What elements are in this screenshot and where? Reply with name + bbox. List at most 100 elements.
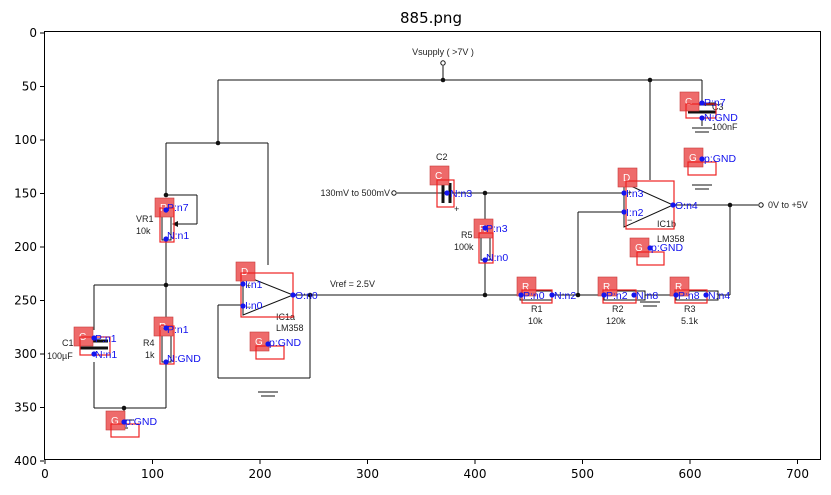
pin-label: O:n4 xyxy=(675,200,698,212)
r3-name: R3 xyxy=(684,304,696,314)
c2-annotation: C N:n3 xyxy=(429,165,472,208)
svg-text:+: + xyxy=(246,281,251,291)
svg-text:R: R xyxy=(522,282,529,293)
svg-text:R: R xyxy=(603,282,610,293)
pin-label: P:n0 xyxy=(523,290,545,302)
ic1b-part: LM358 xyxy=(657,234,685,244)
r2-value: 120k xyxy=(606,316,626,326)
ic1b-gnd-annotation: G p:GND xyxy=(629,237,684,266)
vr1-name: VR1 xyxy=(136,214,154,224)
x-tick-label: 200 xyxy=(249,467,272,481)
ground-symbol xyxy=(692,127,712,133)
x-tick-label: 600 xyxy=(679,467,702,481)
pin-label: N:n1 xyxy=(167,230,189,242)
pin-label: P:n8 xyxy=(678,290,700,302)
pin-label: P:n7 xyxy=(704,97,726,109)
opamp1-symbol: + − xyxy=(242,274,295,316)
c1-name: C1 xyxy=(62,338,74,348)
svg-text:R: R xyxy=(159,322,166,333)
r1-name: R1 xyxy=(531,304,543,314)
supply-label: Vsupply ( >7V ) xyxy=(412,47,474,57)
pin-label: I:n2 xyxy=(626,207,644,219)
svg-text:G: G xyxy=(689,153,697,164)
pin-label: p:GND xyxy=(704,153,737,165)
svg-text:−: − xyxy=(246,302,251,312)
y-tick-label: 150 xyxy=(14,187,37,201)
c3-name: C3 xyxy=(712,102,724,112)
pin-label: N:GND xyxy=(704,112,738,124)
vr1-annotation: R P:n7 N:n1 xyxy=(154,197,189,243)
output-label: 0V to +5V xyxy=(768,200,808,210)
ground-symbol xyxy=(640,301,660,307)
junction-dots xyxy=(121,77,733,411)
r1-annotation: R P:n0 N:n2 xyxy=(516,276,576,304)
ground-symbol xyxy=(692,184,712,190)
ic1a-gnd-annotation: G p:GND xyxy=(249,331,302,360)
figure-title: 885.png xyxy=(400,9,462,27)
output-terminal xyxy=(758,202,764,208)
r2-name: R2 xyxy=(612,304,624,314)
pin-label: P:n1 xyxy=(95,333,117,345)
pin-label: I:n3 xyxy=(626,188,644,200)
gnd-top-annotation: G p:GND xyxy=(683,147,737,176)
pin-label: P:n2 xyxy=(606,290,628,302)
gnd-bottom-annotation: G p:GND xyxy=(105,410,158,438)
r5-annotation: R P:n3 N:n0 xyxy=(473,218,508,264)
vr1-value: 10k xyxy=(136,226,151,236)
pin-label: N:n2 xyxy=(554,290,576,302)
svg-text:G: G xyxy=(255,337,263,348)
pin-label: N:n0 xyxy=(486,252,508,264)
x-tick-label: 100 xyxy=(141,467,164,481)
pin-label: P:n3 xyxy=(486,223,508,235)
y-tick-label: 200 xyxy=(14,240,37,254)
y-tick-label: 50 xyxy=(22,80,37,94)
input-label: 130mV to 500mV xyxy=(320,188,390,198)
x-tick-label: 300 xyxy=(356,467,379,481)
pin-label: P:n7 xyxy=(167,202,189,214)
r5-value: 100k xyxy=(454,242,474,252)
y-axis: 0 50 100 150 200 250 300 350 400 xyxy=(14,26,44,468)
pin-label: I:n0 xyxy=(245,300,263,312)
c2-name: C2 xyxy=(436,152,448,162)
y-tick-label: 400 xyxy=(14,454,37,468)
c3-annotation: C P:n7 N:GND xyxy=(679,91,738,124)
c3-value: 100nF xyxy=(712,122,738,132)
pin-label: P:n1 xyxy=(167,324,189,336)
ic1a-annotation: D I:n1 I:n0 O:n0 xyxy=(235,261,318,318)
pin-label: N:n4 xyxy=(708,290,730,302)
r4-value: 1k xyxy=(145,350,155,360)
svg-text:R: R xyxy=(479,224,486,235)
svg-text:−: − xyxy=(627,215,632,225)
axes-frame xyxy=(44,31,821,460)
pin-label: N:n8 xyxy=(636,290,658,302)
c2-symbol: + xyxy=(441,183,459,214)
schematic-labels: Vsupply ( >7V ) 130mV to 500mV 0V to +5V… xyxy=(47,47,808,361)
y-tick-label: 350 xyxy=(14,401,37,415)
supply-terminal xyxy=(440,60,446,66)
svg-text:+: + xyxy=(454,204,459,214)
ground-symbol xyxy=(258,391,278,397)
pin-label: N:GND xyxy=(167,353,201,365)
svg-text:C: C xyxy=(685,97,692,108)
c1-value: 100µF xyxy=(47,351,73,361)
pin-label: I:n1 xyxy=(245,279,263,291)
input-terminal xyxy=(391,190,397,196)
r1-value: 10k xyxy=(528,316,543,326)
c1-annotation: C P:n1 N:n1 xyxy=(73,326,117,361)
r2-annotation: R P:n2 N:n8 xyxy=(597,276,658,304)
svg-text:G: G xyxy=(635,243,643,254)
ic1a-part: LM358 xyxy=(276,323,304,333)
opamp2-symbol: + − xyxy=(623,182,675,228)
svg-text:R: R xyxy=(675,282,682,293)
pin-label: O:n0 xyxy=(295,290,318,302)
pin-label: p:GND xyxy=(269,337,302,349)
x-tick-label: 700 xyxy=(786,467,809,481)
svg-text:+: + xyxy=(627,188,632,198)
svg-text:C: C xyxy=(435,171,442,182)
svg-text:D: D xyxy=(623,173,630,184)
y-tick-label: 100 xyxy=(14,133,37,147)
svg-text:G: G xyxy=(111,416,119,427)
r4-name: R4 xyxy=(143,338,155,348)
pin-label: N:n1 xyxy=(95,349,117,361)
